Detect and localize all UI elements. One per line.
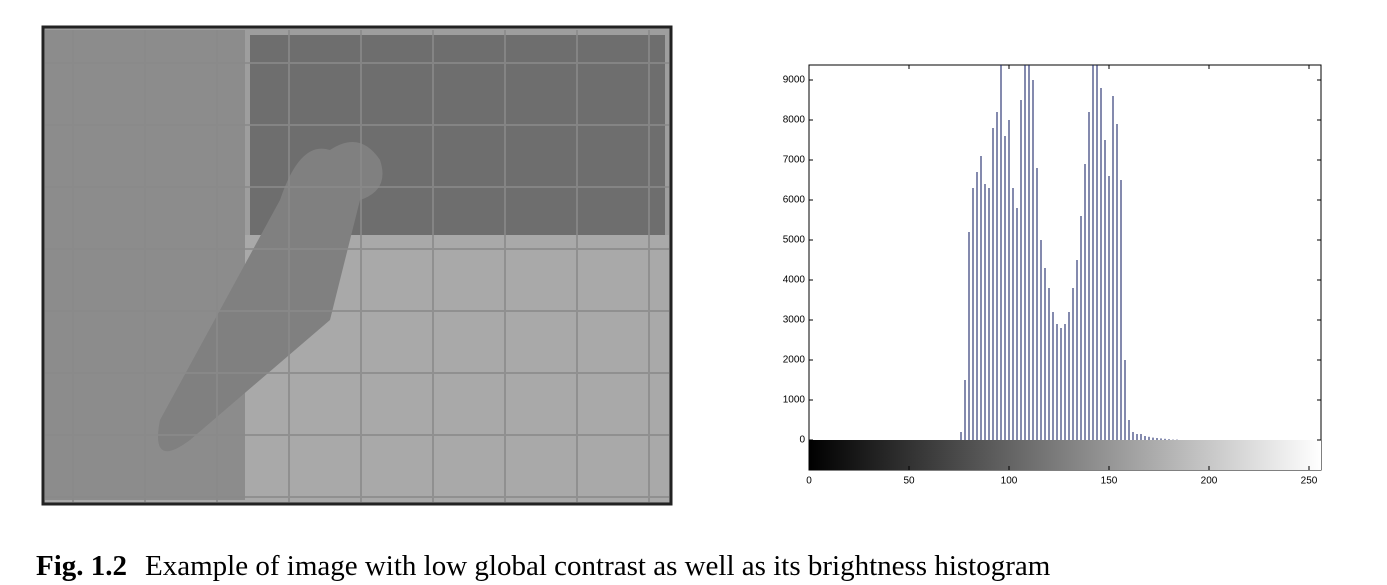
- photo: [41, 25, 673, 506]
- y-tick-label: 2000: [783, 355, 806, 366]
- x-tick-label: 100: [1001, 476, 1018, 487]
- y-tick-label: 1000: [783, 395, 806, 406]
- y-tick-label: 7000: [783, 155, 806, 166]
- y-tick-label: 0: [799, 435, 805, 446]
- x-tick-label: 50: [903, 476, 915, 487]
- colorbar: [809, 440, 1321, 470]
- y-tick-label: 4000: [783, 275, 806, 286]
- x-tick-label: 150: [1101, 476, 1118, 487]
- y-tick-label: 6000: [783, 195, 806, 206]
- caption: Fig. 1.2 Example of image with low global…: [36, 550, 1051, 582]
- y-tick-label: 5000: [783, 235, 806, 246]
- bars: [960, 65, 1178, 440]
- y-tick-label: 9000: [783, 75, 806, 86]
- x-tick-label: 0: [806, 476, 812, 487]
- caption-label: Fig. 1.2: [36, 550, 127, 582]
- x-tick-label: 250: [1301, 476, 1318, 487]
- x-tick-label: 200: [1201, 476, 1218, 487]
- caption-text: Example of image with low global contras…: [145, 550, 1051, 582]
- y-tick-label: 8000: [783, 115, 806, 126]
- y-tick-label: 3000: [783, 315, 806, 326]
